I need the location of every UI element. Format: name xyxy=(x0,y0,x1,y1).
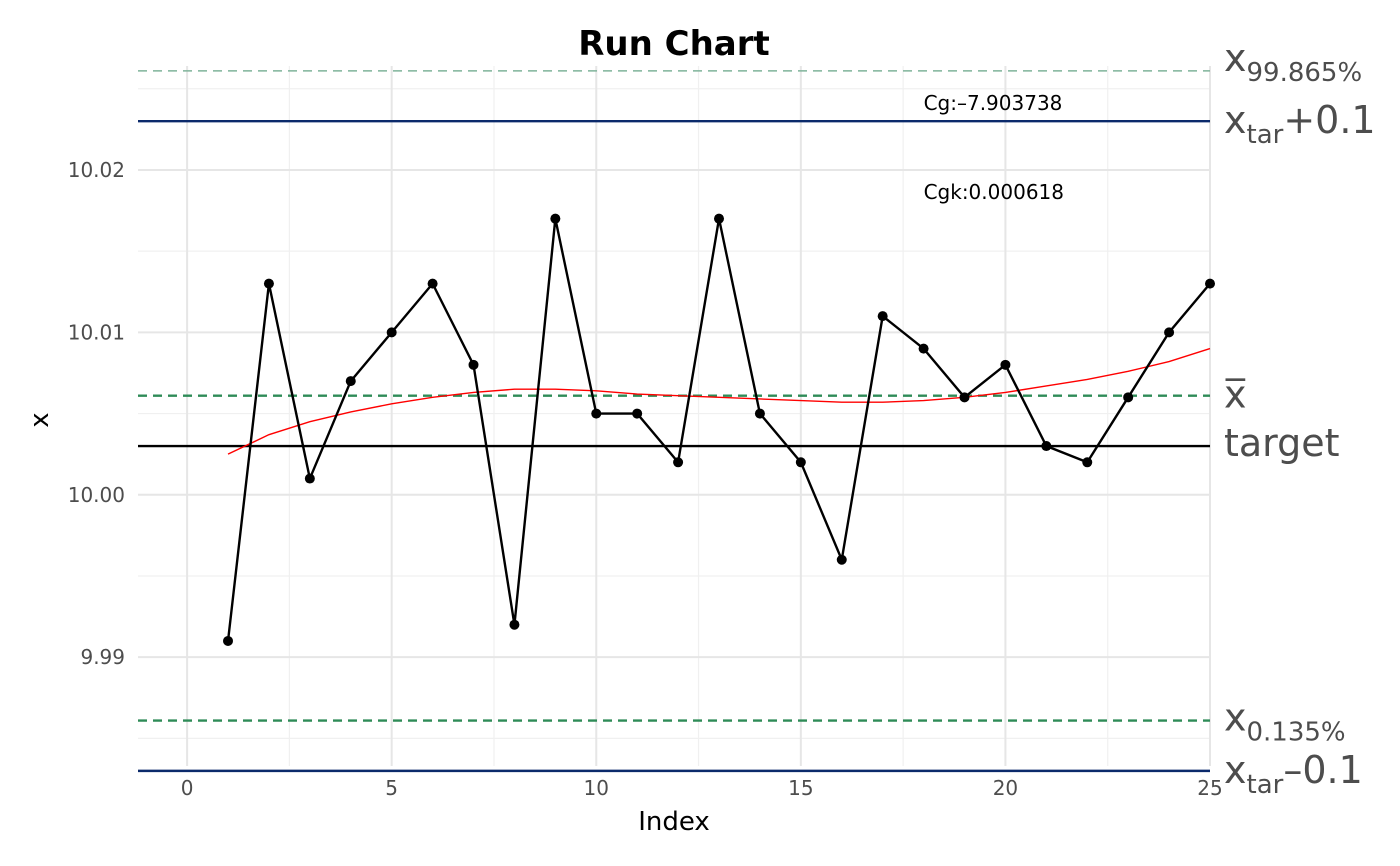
y-tick-label: 10.02 xyxy=(68,158,125,182)
data-point xyxy=(550,213,561,224)
data-point xyxy=(427,278,438,289)
data-point xyxy=(714,213,725,224)
data-series xyxy=(223,213,1215,646)
x-tick-label: 5 xyxy=(385,776,398,800)
annotation: Cg:–7.903738 xyxy=(924,91,1063,115)
reference-label: x0.135% xyxy=(1224,696,1346,748)
data-point xyxy=(877,311,888,322)
x-tick-label: 15 xyxy=(788,776,813,800)
x-tick-label: 25 xyxy=(1197,776,1222,800)
reference-label: x̅ xyxy=(1224,373,1247,417)
reference-label: xtar+0.1 xyxy=(1224,98,1376,150)
reference-labels: x99.865% xtar+0.1 x̅target x0.135%xtar–0.1 xyxy=(1224,36,1376,800)
y-axis-title: x xyxy=(25,412,55,427)
data-point xyxy=(386,327,397,338)
smooth-line xyxy=(227,347,1211,455)
annotation: Cgk:0.000618 xyxy=(924,180,1064,204)
y-tick-label: 10.00 xyxy=(68,483,125,507)
x-tick-label: 20 xyxy=(993,776,1018,800)
data-point xyxy=(754,408,765,419)
y-tick-label: 9.99 xyxy=(80,645,125,669)
data-point xyxy=(468,359,479,370)
smooth-curve xyxy=(227,347,1211,455)
data-point xyxy=(263,278,274,289)
data-point xyxy=(836,554,847,565)
chart-title: Run Chart xyxy=(578,24,770,64)
data-point xyxy=(1000,359,1011,370)
x-tick-label: 0 xyxy=(181,776,194,800)
x-axis-title: Index xyxy=(638,807,710,837)
y-tick-label: 10.01 xyxy=(68,320,125,344)
data-point xyxy=(673,457,684,468)
reference-label: xtar–0.1 xyxy=(1224,748,1363,800)
reference-label: x99.865% xyxy=(1224,36,1362,88)
data-point xyxy=(1082,457,1093,468)
grid xyxy=(138,66,1211,766)
data-point xyxy=(918,343,929,354)
data-point xyxy=(1041,441,1052,452)
data-point xyxy=(632,408,643,419)
data-point xyxy=(304,473,315,484)
data-point xyxy=(223,635,234,646)
data-point xyxy=(591,408,602,419)
x-axis-ticks: 0 5 10 15 20 25 xyxy=(181,776,1223,800)
series-line xyxy=(226,218,1211,642)
reference-label: target xyxy=(1224,421,1340,465)
data-point xyxy=(959,392,970,403)
data-point xyxy=(345,376,356,387)
data-point xyxy=(1123,392,1134,403)
y-axis-ticks: 9.99 10.00 10.01 10.02 xyxy=(68,158,125,669)
reference-lines xyxy=(138,70,1210,773)
data-point xyxy=(795,457,806,468)
data-point xyxy=(1205,278,1215,289)
x-tick-label: 10 xyxy=(584,776,609,800)
annotations: Cg:–7.903738 Cgk:0.000618 xyxy=(924,91,1064,204)
data-point xyxy=(1164,327,1175,338)
data-point xyxy=(509,619,520,630)
